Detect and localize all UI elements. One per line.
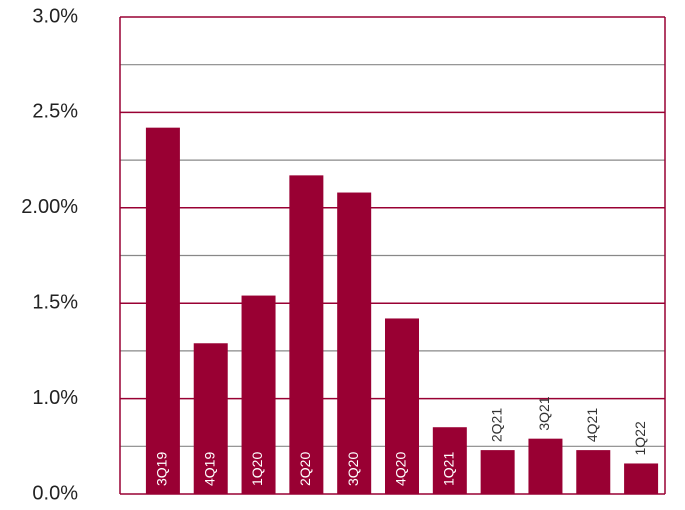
category-label: 1Q22 xyxy=(632,421,648,455)
category-label: 3Q20 xyxy=(345,452,361,486)
bar xyxy=(385,318,419,494)
category-label: 2Q21 xyxy=(488,408,504,442)
bar xyxy=(480,450,515,494)
bar xyxy=(337,192,372,494)
category-label: 3Q19 xyxy=(154,452,170,486)
category-label: 4Q20 xyxy=(393,452,409,486)
category-label: 4Q21 xyxy=(584,408,600,442)
y-tick-label: 1.0% xyxy=(32,387,78,409)
y-tick-label: 0.0% xyxy=(32,482,78,504)
bar xyxy=(576,450,611,494)
bar xyxy=(432,427,467,494)
category-label: 4Q19 xyxy=(201,452,217,486)
bar xyxy=(289,175,324,494)
bar xyxy=(624,463,659,494)
y-tick-label: 2.00% xyxy=(21,196,78,218)
category-label: 3Q21 xyxy=(536,396,552,430)
bar xyxy=(193,343,228,494)
y-tick-label: 2.5% xyxy=(32,101,78,123)
bar xyxy=(528,438,563,494)
category-label: 1Q20 xyxy=(249,452,265,486)
category-label: 2Q20 xyxy=(297,452,313,486)
bar xyxy=(145,127,180,494)
bar xyxy=(241,295,276,494)
y-tick-label: 1.5% xyxy=(32,291,78,313)
y-tick-label: 3.0% xyxy=(32,5,78,27)
category-label: 1Q21 xyxy=(441,452,457,486)
